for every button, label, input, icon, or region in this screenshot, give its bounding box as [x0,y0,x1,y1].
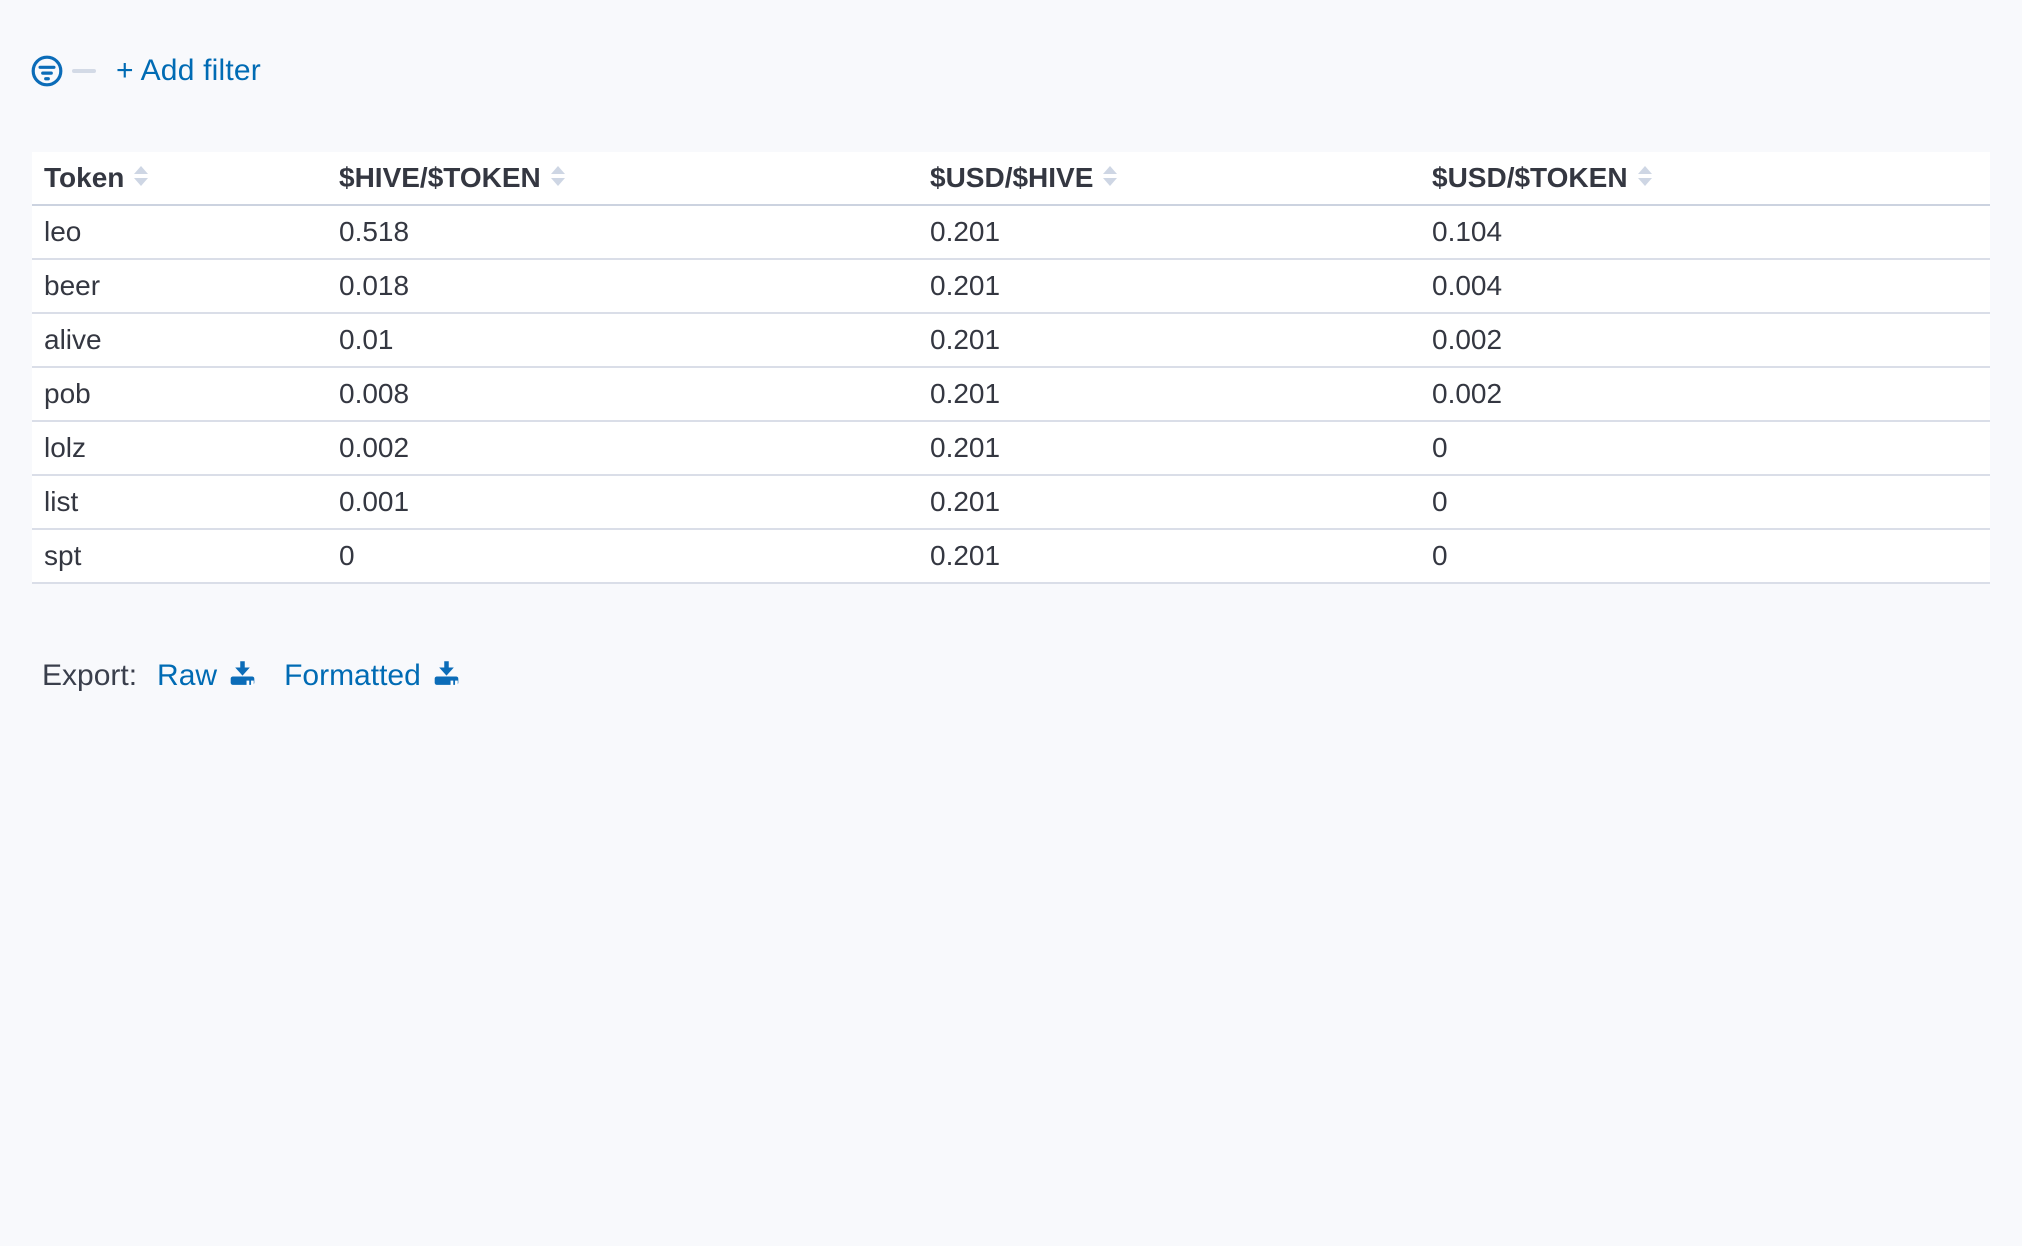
cell-token: list [32,475,339,530]
cell-usd-hive: 0.201 [930,475,1432,530]
filter-bar: + Add filter [30,50,261,92]
cell-usd-token: 0 [1432,475,1990,530]
cell-token: pob [32,367,339,422]
cell-token: alive [32,313,339,368]
export-bar: Export: Raw Formatted [42,655,460,697]
cell-usd-token: 0 [1432,421,1990,476]
cell-token: leo [32,205,339,260]
filter-bar-divider [72,69,96,73]
table-row: pob 0.008 0.201 0.002 [32,367,1990,422]
cell-hive-token: 0.018 [339,259,930,314]
column-header-label: Token [44,162,125,193]
cell-usd-token: 0.004 [1432,259,1990,314]
export-label: Export: [42,659,138,692]
cell-hive-token: 0.001 [339,475,930,530]
table-row: alive 0.01 0.201 0.002 [32,313,1990,368]
cell-usd-hive: 0.201 [930,529,1432,584]
filter-icon[interactable] [30,54,64,88]
download-icon [229,659,256,694]
sort-both-icon [133,162,149,194]
cell-usd-hive: 0.201 [930,313,1432,368]
cell-hive-token: 0.002 [339,421,930,476]
export-raw-link[interactable]: Raw [157,659,256,694]
table-row: lolz 0.002 0.201 0 [32,421,1990,476]
add-filter-button[interactable]: + Add filter [116,54,261,87]
cell-usd-hive: 0.201 [930,259,1432,314]
cell-token: beer [32,259,339,314]
cell-hive-token: 0.008 [339,367,930,422]
column-header-hive-token[interactable]: $HIVE/$TOKEN [339,152,930,206]
column-header-usd-token[interactable]: $USD/$TOKEN [1432,152,1990,206]
table-row: beer 0.018 0.201 0.004 [32,259,1990,314]
table-header-row: Token $HIVE/$TOKEN $USD/$HIVE [32,152,1990,206]
column-header-label: $USD/$TOKEN [1432,162,1628,193]
download-icon [433,659,460,694]
sort-both-icon [1637,162,1653,194]
column-header-label: $USD/$HIVE [930,162,1094,193]
column-header-token[interactable]: Token [32,152,339,206]
export-formatted-label: Formatted [284,659,421,692]
cell-usd-hive: 0.201 [930,205,1432,260]
export-formatted-link[interactable]: Formatted [284,659,460,694]
cell-usd-token: 0 [1432,529,1990,584]
table-row: leo 0.518 0.201 0.104 [32,205,1990,260]
column-header-label: $HIVE/$TOKEN [339,162,541,193]
table-row: spt 0 0.201 0 [32,529,1990,584]
cell-token: lolz [32,421,339,476]
cell-usd-hive: 0.201 [930,421,1432,476]
sort-both-icon [550,162,566,194]
cell-usd-token: 0.104 [1432,205,1990,260]
cell-hive-token: 0.518 [339,205,930,260]
table-row: list 0.001 0.201 0 [32,475,1990,530]
cell-hive-token: 0.01 [339,313,930,368]
cell-usd-hive: 0.201 [930,367,1432,422]
cell-token: spt [32,529,339,584]
column-header-usd-hive[interactable]: $USD/$HIVE [930,152,1432,206]
data-table: Token $HIVE/$TOKEN $USD/$HIVE [32,152,1990,584]
cell-usd-token: 0.002 [1432,367,1990,422]
cell-hive-token: 0 [339,529,930,584]
cell-usd-token: 0.002 [1432,313,1990,368]
sort-both-icon [1102,162,1118,194]
export-raw-label: Raw [157,659,218,692]
